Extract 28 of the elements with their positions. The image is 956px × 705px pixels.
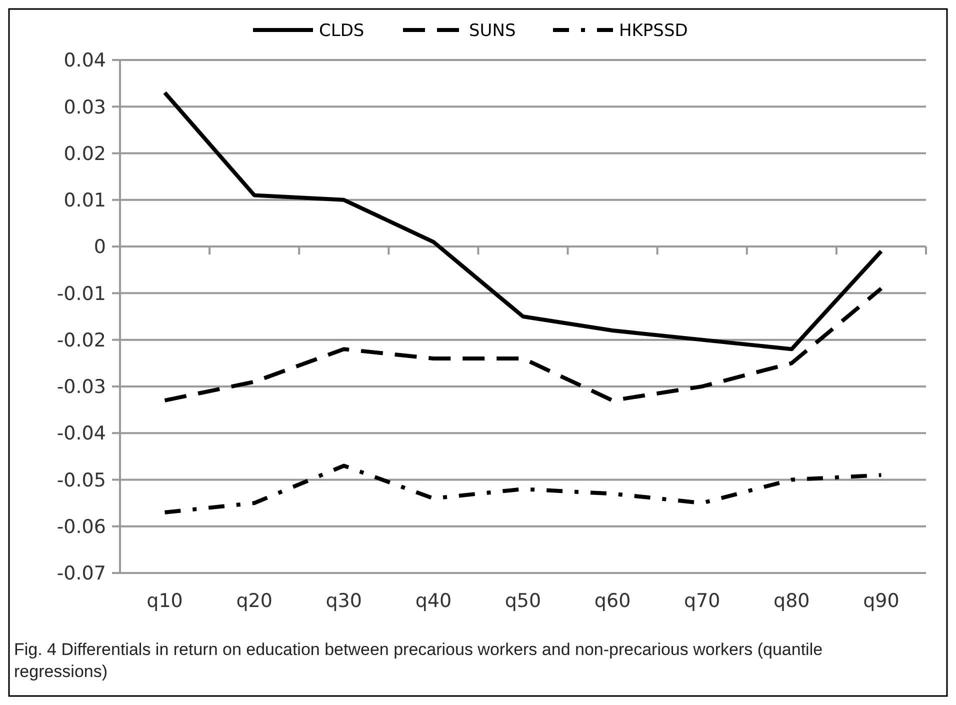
caption: Fig. 4 Differentials in return on education between precarious workers and non-precarious workers (quantile regressions) <box>14 639 824 683</box>
x-tick-label: q80 <box>774 590 810 612</box>
y-tick-label: -0.04 <box>56 422 106 445</box>
legend-label: CLDS <box>319 20 364 41</box>
x-tick-label: q40 <box>415 590 452 612</box>
y-tick-label: -0.02 <box>56 329 106 352</box>
line-series <box>162 464 884 514</box>
y-tick-label: 0.01 <box>64 190 106 212</box>
x-tick-label: q30 <box>326 590 362 612</box>
legend-label: SUNS <box>469 20 516 41</box>
x-tick-label: q70 <box>684 590 720 612</box>
x-tick-label: q50 <box>504 590 542 612</box>
line-series <box>162 286 884 402</box>
x-tick-label: q60 <box>594 590 631 612</box>
y-tick-label: -0.05 <box>56 469 106 492</box>
y-tick-label: -0.03 <box>56 376 106 398</box>
y-tick-label: 0 <box>94 236 106 258</box>
y-tick-label: 0.03 <box>64 96 106 118</box>
y-tick-label: -0.01 <box>56 282 106 305</box>
legend-label: HKPSSD <box>619 20 688 41</box>
x-tick-label: q20 <box>236 590 272 612</box>
y-tick-label: -0.06 <box>56 516 106 538</box>
x-tick-label: q10 <box>146 590 183 612</box>
y-tick-label: 0.02 <box>64 142 106 165</box>
y-tick-label: -0.07 <box>56 562 106 585</box>
y-tick-label: 0.04 <box>64 50 106 72</box>
line-series <box>162 90 884 352</box>
x-tick-label: q90 <box>863 590 900 612</box>
